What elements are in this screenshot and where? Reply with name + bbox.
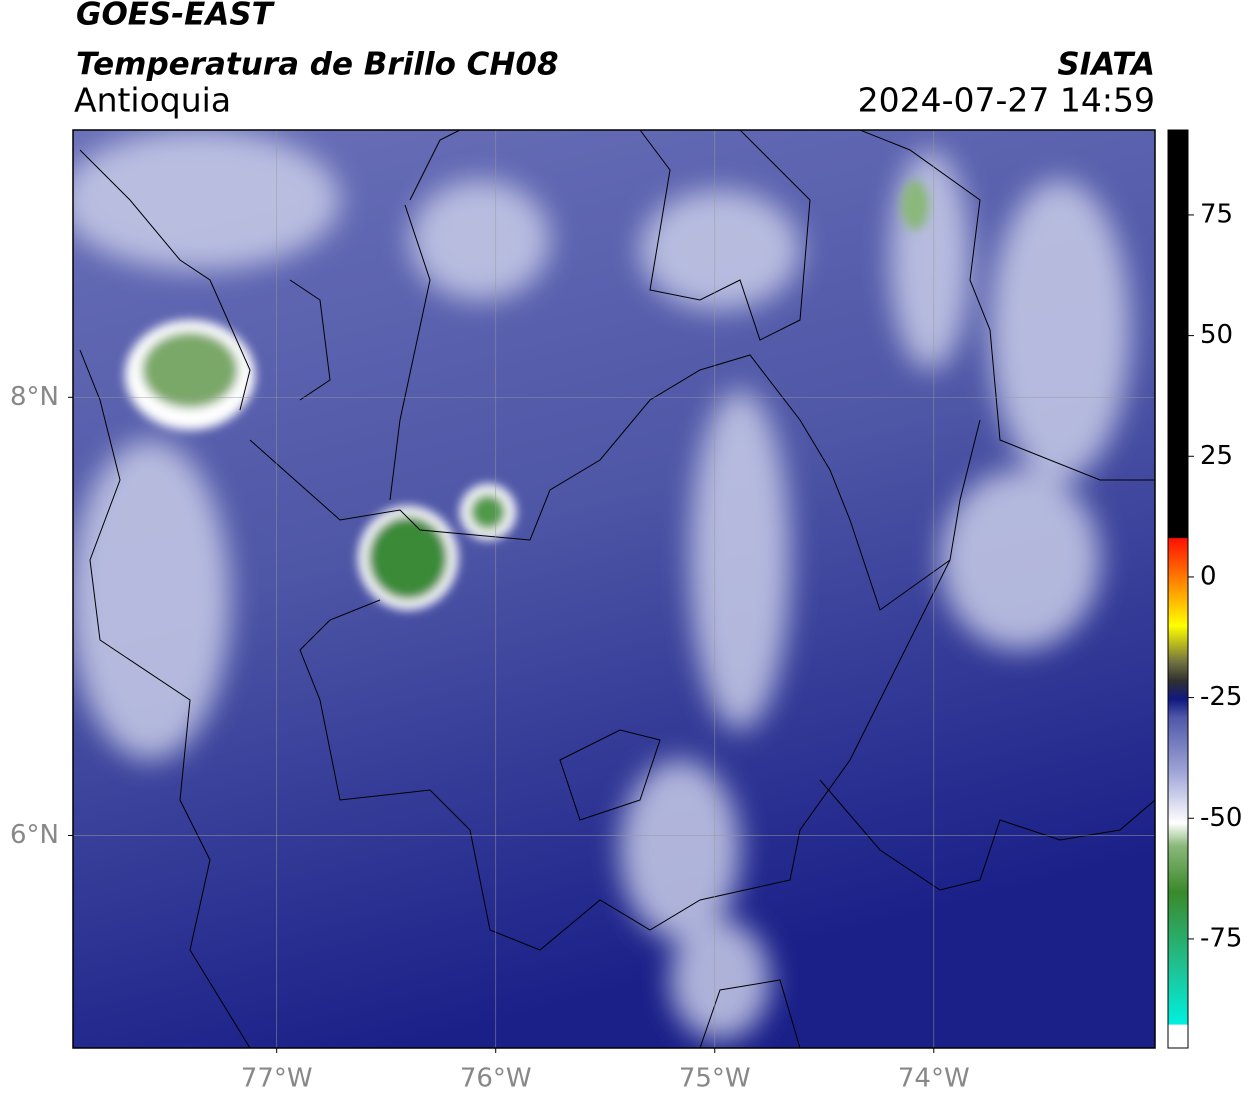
colorbar-tick-label: -25 — [1200, 682, 1242, 712]
region: Antioquia — [74, 81, 231, 120]
source: SIATA — [1057, 47, 1155, 83]
x-tick-label: 77°W — [241, 1064, 313, 1094]
x-tick-label: 75°W — [679, 1064, 751, 1094]
grid — [73, 130, 1155, 1048]
colorbar — [1167, 129, 1189, 1049]
colorbar-tick-label: 0 — [1200, 561, 1217, 591]
boundaries — [79, 130, 1155, 1048]
subtitle: Temperatura de Brillo CH08 — [76, 47, 559, 83]
y-tick-label: 6°N — [10, 820, 59, 850]
colorbar-tick-label: -50 — [1200, 803, 1242, 833]
map-frame — [72, 129, 1156, 1049]
datetime: 2024-07-27 14:59 — [858, 81, 1155, 120]
colorbar-tick-label: 75 — [1200, 199, 1233, 229]
x-tick-label: 76°W — [460, 1064, 532, 1094]
colorbar-tick-label: 50 — [1200, 320, 1233, 350]
x-tick-label: 74°W — [898, 1064, 970, 1094]
colorbar-tick-label: -75 — [1200, 923, 1242, 953]
satellite-field — [73, 130, 1155, 1048]
y-tick-label: 8°N — [10, 382, 59, 412]
colorbar-tick-label: 25 — [1200, 441, 1233, 471]
title: GOES-EAST — [76, 0, 276, 33]
